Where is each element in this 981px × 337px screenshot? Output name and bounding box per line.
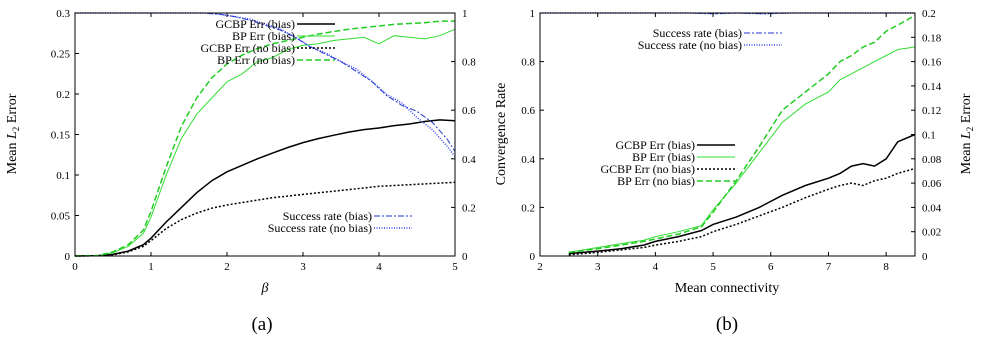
- panel-b-right-y-axis-label: Mean L2 Error: [959, 93, 975, 174]
- panel-a-legend-label: Success rate (no bias): [268, 221, 372, 235]
- panel-a-left-y-tick-label: 0.05: [51, 211, 71, 223]
- panel-b-legend-label: GCBP Err (bias): [615, 138, 695, 152]
- panel-b-legend-label: Success rate (bias): [653, 26, 742, 40]
- panel-a-right-y-tick-label: 1: [462, 8, 468, 20]
- panel-a-left-y-tick-label: 0.15: [51, 130, 71, 142]
- panel-b-series-line-4: [568, 46, 916, 253]
- panel-b-right-y-tick-label: 0.12: [922, 105, 941, 117]
- panel-a-right-y-tick-label: 0.2: [462, 202, 476, 214]
- panel-b-right-y-tick-label: 0.08: [922, 154, 942, 166]
- panel-b-right-y-tick-label: 0.06: [922, 178, 942, 190]
- panel-a-right-y-tick-label: 0.6: [462, 105, 476, 117]
- panel-b-ticks: 2 3 4 5 6 7 8 0 0.2 0.4 0.6 0.8 1 0 0.02 0.04 0.06 0.08 0.…: [521, 8, 942, 273]
- panel-b-x-tick-label: 8: [883, 261, 889, 273]
- panel-b-right-y-tick-label: 0.1: [922, 130, 936, 142]
- panel-a-x-tick-label: 1: [148, 261, 154, 273]
- panel-a-right-y-tick-label: 0.4: [462, 154, 476, 166]
- panel-a-legend-label: BP Err (bias): [232, 29, 295, 43]
- panel-a-series-line-3: [74, 181, 456, 257]
- panel-b-x-tick-label: 6: [768, 261, 774, 273]
- panel-b-right-y-tick-label: 0.16: [922, 57, 942, 69]
- panel-b-left-y-tick-label: 0.2: [521, 202, 535, 214]
- panel-a-legend-label: Success rate (bias): [283, 209, 372, 223]
- panel-a-series-line-1: [74, 119, 456, 257]
- panel-b-x-tick-label: 3: [595, 261, 601, 273]
- panel-b-legend-label: GCBP Err (no bias): [600, 162, 695, 176]
- panel-a-ticks: 0 1 2 3 4 500.050.10.150.20.250.300.20.40.60.…: [51, 8, 477, 273]
- panel-a-series-line-2: [74, 28, 456, 257]
- panel-a-x-axis-label: β: [261, 281, 269, 296]
- panel-b-x-tick-label: 7: [826, 261, 832, 273]
- panel-b-series-line-6: [568, 14, 916, 254]
- panel-a-x-tick-label: 5: [452, 261, 458, 273]
- panel-a-left-y-tick-label: 0.3: [56, 8, 70, 20]
- panel-b-left-y-tick-label: 0.8: [521, 57, 535, 69]
- panel-b-right-y-tick-label: 0.02: [922, 227, 941, 239]
- panel-a-series-line-4: [74, 20, 455, 257]
- panel-a-right-y-axis-label: Convergence Rate: [494, 83, 509, 186]
- panel-b-series-line-3: [568, 133, 916, 255]
- panel-b-left-y-tick-label: 0.6: [521, 105, 535, 117]
- panel-a-legend-label: GCBP Err (no bias): [200, 41, 295, 55]
- panel-a-left-y-tick-label: 0: [65, 251, 71, 263]
- panel-b-legend-label: BP Err (no bias): [617, 174, 695, 188]
- panel-a-x-tick-label: 2: [224, 261, 230, 273]
- panel-b-legend-label: BP Err (bias): [632, 150, 695, 164]
- panel-a-marks: GCBP Err (bias)BP Err (bias)GCBP Err (no…: [74, 12, 456, 257]
- panel-b-x-tick-label: 5: [710, 261, 716, 273]
- panel-a-right-y-tick-label: 0.8: [462, 57, 476, 69]
- panel-a-series-line-6: [75, 12, 456, 157]
- panel-a-left-y-tick-label: 0.1: [56, 170, 70, 182]
- panel-b-left-y-tick-label: 0.4: [521, 154, 535, 166]
- panel-b-right-y-tick-label: 0.18: [922, 32, 942, 44]
- panel-a-legend-label: BP Err (no bias): [217, 53, 295, 67]
- panel-b-right-y-tick-label: 0.04: [922, 202, 942, 214]
- panel-b-right-y-tick-label: 0: [922, 251, 928, 263]
- panel-a-caption: (a): [251, 314, 272, 335]
- panel-b-left-y-tick-label: 1: [530, 8, 536, 20]
- panel-a-x-tick-label: 4: [376, 261, 382, 273]
- panel-a-x-tick-label: 3: [300, 261, 306, 273]
- panel-b-marks: Success rate (bias)Success rate (no bias…: [540, 12, 916, 256]
- panel-b-x-tick-label: 2: [537, 261, 543, 273]
- panel-b-right-y-tick-label: 0.2: [922, 8, 936, 20]
- panel-a-left-y-tick-label: 0.25: [51, 49, 71, 61]
- panel-b-right-y-tick-label: 0.14: [922, 81, 942, 93]
- panel-b-x-tick-label: 4: [653, 261, 659, 273]
- panel-b-x-axis-label: Mean connectivity: [675, 281, 780, 296]
- panel-b-chart: Success rate (bias)Success rate (no bias…: [521, 8, 975, 335]
- panel-b-left-y-tick-label: 0: [530, 251, 536, 263]
- panel-a-legend-label: GCBP Err (bias): [215, 17, 295, 31]
- panel-a-right-y-tick-label: 0: [462, 251, 468, 263]
- panel-b-series-line-5: [568, 167, 916, 256]
- panel-a-chart: GCBP Err (bias)BP Err (bias)GCBP Err (no…: [5, 8, 509, 335]
- panel-a-left-y-tick-label: 0.2: [56, 89, 70, 101]
- panel-b-caption: (b): [716, 314, 738, 335]
- panel-a-left-y-axis-label: Mean L2 Error: [5, 93, 21, 174]
- panel-a-x-tick-label: 0: [72, 261, 78, 273]
- panel-b-legend-label: Success rate (no bias): [638, 38, 742, 52]
